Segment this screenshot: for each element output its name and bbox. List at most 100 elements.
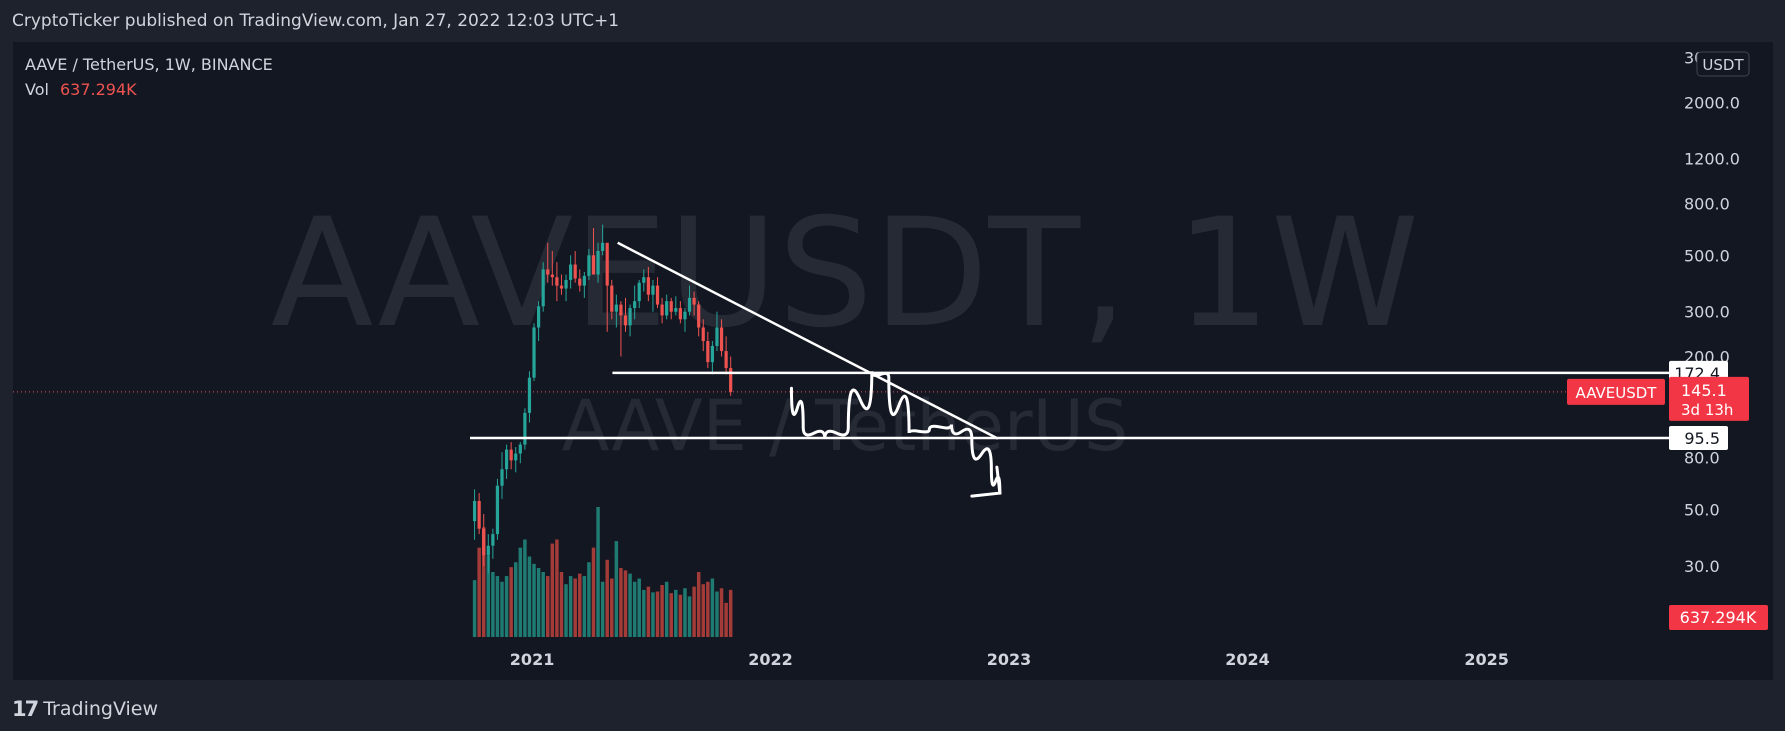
candle — [523, 408, 527, 450]
candle-body — [472, 500, 477, 522]
candle-body — [546, 269, 550, 275]
candle-body — [614, 304, 618, 312]
volume-bar — [646, 586, 651, 637]
candle — [701, 319, 705, 352]
candle-body — [537, 306, 541, 328]
candle-body — [619, 304, 623, 316]
volume-bar — [651, 592, 655, 637]
candlesticks — [472, 224, 733, 574]
candle-body — [591, 255, 596, 275]
candle — [669, 297, 673, 320]
volume-bar — [660, 585, 664, 637]
candle — [587, 248, 591, 280]
time-tick-label: 2021 — [510, 650, 555, 669]
volume-bar — [596, 507, 600, 637]
candle-body — [719, 327, 724, 352]
candle — [610, 279, 614, 320]
volume-bar — [472, 580, 477, 637]
volume-bar — [536, 567, 541, 637]
volume-bar — [669, 593, 673, 637]
volume-bar — [632, 581, 637, 637]
volume-bar — [692, 586, 696, 637]
symbol-price-label: AAVEUSDT — [1567, 378, 1665, 405]
candle-body — [660, 304, 664, 316]
candle-body — [655, 285, 660, 305]
candle-body — [628, 308, 632, 326]
candle — [655, 277, 660, 309]
volume-bar — [500, 581, 504, 637]
price-tick-label: 80.0 — [1684, 449, 1720, 468]
volume-bar — [664, 581, 669, 637]
candle — [692, 291, 696, 316]
last-price-label: 145.13d 13h — [1669, 376, 1749, 421]
price-tick-label: 1200.0 — [1684, 150, 1740, 169]
volume-bar — [587, 562, 591, 637]
price-label-box — [1669, 426, 1728, 451]
candle-body — [724, 351, 728, 369]
candle-body — [610, 285, 614, 312]
candle-body — [701, 327, 705, 342]
volume-price-label: 637.294K — [1669, 605, 1768, 630]
projection-arrowhead[interactable] — [970, 465, 1002, 498]
brand-name: TradingView — [43, 698, 159, 720]
volume-bar — [555, 539, 559, 637]
candle-body — [697, 304, 701, 328]
projection-path[interactable] — [789, 371, 1002, 495]
volume-bar — [623, 570, 628, 637]
candle — [546, 242, 550, 283]
volume-bar — [614, 541, 619, 637]
currency-badge[interactable]: USDT — [1696, 51, 1750, 77]
candle — [674, 296, 678, 316]
candle — [651, 279, 655, 312]
price-tick-label: 500.0 — [1684, 246, 1730, 265]
volume-bar — [701, 584, 705, 637]
candle-body — [523, 412, 527, 445]
publish-info-text: CryptoTicker published on TradingView.co… — [12, 11, 620, 31]
candle-body — [692, 297, 696, 305]
candle-body — [601, 242, 605, 251]
price-tick-label: 300.0 — [1684, 303, 1730, 322]
candle — [729, 356, 733, 396]
volume-bar — [532, 563, 536, 637]
price-tick-label: 30.0 — [1684, 557, 1720, 576]
volume-bar — [637, 578, 641, 637]
symbol-description-watermark: AAVE / TetherUS — [562, 385, 1129, 467]
volume-bar — [678, 594, 683, 637]
volume-bar — [710, 578, 715, 637]
descending-trendline[interactable] — [617, 241, 999, 440]
symbol-label-text: AAVEUSDT — [1576, 384, 1658, 402]
candle — [697, 301, 701, 337]
volume-label-text: 637.294K — [1680, 608, 1757, 627]
candle-body — [514, 453, 518, 461]
candle-body — [587, 255, 591, 276]
volume-bar — [541, 572, 545, 637]
candle-body — [651, 285, 655, 295]
candle — [601, 224, 605, 256]
time-axis[interactable]: 2021 2022 2023 2024 2025 — [510, 650, 1509, 669]
candle — [719, 319, 724, 357]
candle — [482, 513, 486, 566]
candle-body — [509, 449, 513, 461]
volume-bars — [472, 507, 733, 637]
candle — [710, 341, 714, 375]
candle — [541, 262, 545, 312]
chart-background — [13, 42, 1773, 680]
volume-bar — [706, 581, 710, 637]
volume-bar — [715, 591, 719, 637]
publish-header: CryptoTicker published on TradingView.co… — [0, 0, 1785, 42]
time-tick-label: 2022 — [748, 650, 793, 669]
candle — [637, 279, 641, 309]
candle-body — [477, 500, 481, 529]
candle — [591, 228, 596, 275]
volume-bar — [495, 576, 500, 637]
watermark-group: AAVEUSDT, 1W AAVE / TetherUS — [271, 187, 1419, 467]
currency-label: USDT — [1702, 56, 1744, 74]
drawing-tools[interactable] — [470, 241, 1670, 498]
candle-body — [596, 250, 600, 275]
candle — [687, 285, 692, 316]
volume-bar — [696, 572, 701, 637]
tradingview-logo[interactable]: 17 TradingView — [12, 697, 158, 721]
candle — [582, 271, 586, 298]
